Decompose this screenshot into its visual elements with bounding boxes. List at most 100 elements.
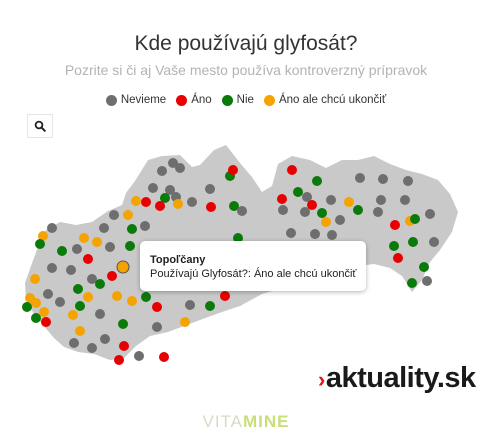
- town-marker[interactable]: [69, 338, 79, 348]
- town-marker[interactable]: [310, 229, 320, 239]
- town-marker[interactable]: [293, 187, 303, 197]
- town-marker[interactable]: [233, 233, 243, 243]
- town-marker[interactable]: [180, 317, 190, 327]
- town-marker[interactable]: [205, 301, 215, 311]
- town-marker[interactable]: [187, 197, 197, 207]
- town-marker[interactable]: [57, 246, 67, 256]
- town-marker[interactable]: [39, 307, 49, 317]
- town-marker[interactable]: [125, 241, 135, 251]
- town-marker[interactable]: [173, 199, 183, 209]
- legend-item-ano[interactable]: Áno: [176, 94, 212, 106]
- town-marker[interactable]: [155, 201, 165, 211]
- town-marker[interactable]: [205, 184, 215, 194]
- town-marker[interactable]: [278, 205, 288, 215]
- town-marker[interactable]: [237, 206, 247, 216]
- town-marker[interactable]: [220, 291, 230, 301]
- town-marker[interactable]: [287, 165, 297, 175]
- town-marker[interactable]: [131, 196, 141, 206]
- town-marker[interactable]: [105, 242, 115, 252]
- town-marker[interactable]: [148, 183, 158, 193]
- town-marker[interactable]: [116, 260, 130, 274]
- town-marker[interactable]: [79, 233, 89, 243]
- town-marker[interactable]: [114, 355, 124, 365]
- town-marker[interactable]: [134, 351, 144, 361]
- town-marker[interactable]: [429, 237, 439, 247]
- town-marker[interactable]: [72, 244, 82, 254]
- town-marker[interactable]: [73, 284, 83, 294]
- town-marker[interactable]: [353, 205, 363, 215]
- town-marker[interactable]: [157, 166, 167, 176]
- town-marker[interactable]: [87, 274, 97, 284]
- town-marker[interactable]: [118, 319, 128, 329]
- town-marker[interactable]: [228, 165, 238, 175]
- town-marker[interactable]: [286, 228, 296, 238]
- town-marker[interactable]: [307, 200, 317, 210]
- town-marker[interactable]: [87, 343, 97, 353]
- town-marker[interactable]: [168, 158, 178, 168]
- search-button[interactable]: [27, 114, 53, 138]
- town-marker[interactable]: [95, 279, 105, 289]
- town-marker[interactable]: [390, 220, 400, 230]
- town-marker[interactable]: [38, 231, 48, 241]
- town-marker[interactable]: [393, 253, 403, 263]
- town-marker[interactable]: [127, 296, 137, 306]
- town-marker[interactable]: [159, 352, 169, 362]
- town-marker[interactable]: [407, 278, 417, 288]
- town-marker[interactable]: [400, 195, 410, 205]
- town-marker[interactable]: [422, 276, 432, 286]
- town-marker[interactable]: [83, 292, 93, 302]
- aktuality-logo[interactable]: ›aktuality.sk: [318, 362, 476, 396]
- town-marker[interactable]: [35, 239, 45, 249]
- town-marker[interactable]: [206, 202, 216, 212]
- town-marker[interactable]: [109, 210, 119, 220]
- town-marker[interactable]: [326, 195, 336, 205]
- town-marker[interactable]: [140, 221, 150, 231]
- town-marker[interactable]: [31, 313, 41, 323]
- town-marker[interactable]: [92, 237, 102, 247]
- town-marker[interactable]: [410, 214, 420, 224]
- town-marker[interactable]: [302, 192, 312, 202]
- town-marker[interactable]: [31, 298, 41, 308]
- town-marker[interactable]: [123, 210, 133, 220]
- town-marker[interactable]: [100, 334, 110, 344]
- town-marker[interactable]: [41, 317, 51, 327]
- legend-item-nie[interactable]: Nie: [221, 94, 254, 106]
- town-marker[interactable]: [47, 263, 57, 273]
- town-marker[interactable]: [317, 208, 327, 218]
- town-marker[interactable]: [403, 176, 413, 186]
- town-marker[interactable]: [75, 326, 85, 336]
- town-marker[interactable]: [229, 201, 239, 211]
- town-marker[interactable]: [408, 237, 418, 247]
- town-marker[interactable]: [66, 265, 76, 275]
- town-marker[interactable]: [160, 193, 170, 203]
- town-marker[interactable]: [175, 163, 185, 173]
- town-marker[interactable]: [378, 174, 388, 184]
- town-marker[interactable]: [419, 262, 429, 272]
- town-marker[interactable]: [127, 224, 137, 234]
- town-marker[interactable]: [55, 297, 65, 307]
- town-marker[interactable]: [277, 194, 287, 204]
- town-marker[interactable]: [119, 341, 129, 351]
- town-marker[interactable]: [355, 173, 365, 183]
- town-marker[interactable]: [425, 209, 435, 219]
- town-marker[interactable]: [95, 309, 105, 319]
- town-marker[interactable]: [344, 197, 354, 207]
- town-marker[interactable]: [327, 230, 337, 240]
- town-marker[interactable]: [152, 302, 162, 312]
- town-marker[interactable]: [99, 223, 109, 233]
- town-marker[interactable]: [68, 310, 78, 320]
- town-marker[interactable]: [152, 322, 162, 332]
- legend-item-nevieme[interactable]: Nevieme: [105, 94, 166, 106]
- town-marker[interactable]: [112, 291, 122, 301]
- town-marker[interactable]: [389, 241, 399, 251]
- town-marker[interactable]: [321, 217, 331, 227]
- town-marker[interactable]: [83, 254, 93, 264]
- town-marker[interactable]: [47, 223, 57, 233]
- town-marker[interactable]: [300, 207, 310, 217]
- town-marker[interactable]: [185, 300, 195, 310]
- town-marker[interactable]: [165, 185, 175, 195]
- town-marker[interactable]: [373, 207, 383, 217]
- town-marker[interactable]: [335, 215, 345, 225]
- town-marker[interactable]: [141, 292, 151, 302]
- town-marker[interactable]: [107, 271, 117, 281]
